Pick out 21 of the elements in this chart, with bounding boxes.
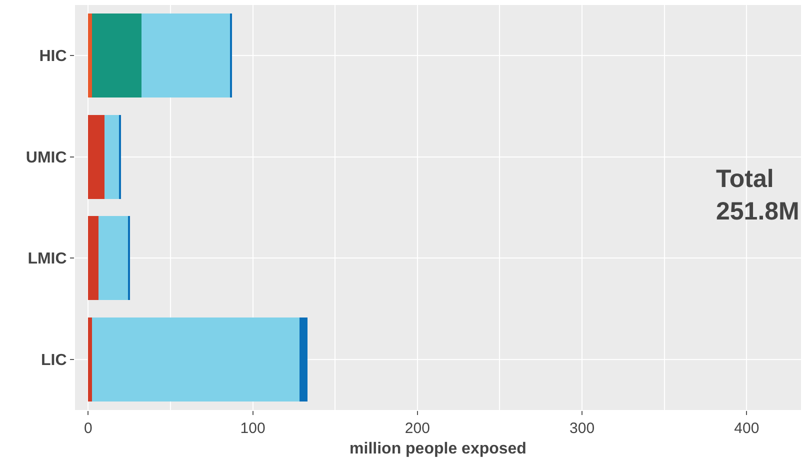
x-tick-label: 400 [734,420,760,437]
bar [88,114,104,199]
annotation: Total 251.8M [716,165,800,226]
bar [92,14,142,98]
y-tick-label: LMIC [28,250,68,268]
x-tick-label: 200 [404,420,430,437]
bar [88,317,92,402]
x-tick-label: 100 [240,420,266,437]
bar [104,114,120,199]
y-tick-label: LIC [41,352,68,369]
bar [98,216,128,300]
x-tick-label: 300 [570,420,595,437]
y-tick-label: UMIC [26,149,68,166]
bar [141,14,230,98]
x-axis-title: million people exposed [350,440,526,458]
bar [88,14,92,98]
y-tick-label: HIC [39,48,68,66]
bar [300,317,308,402]
bar [92,317,300,402]
bar [88,216,98,300]
x-tick-label: 0 [84,420,92,437]
